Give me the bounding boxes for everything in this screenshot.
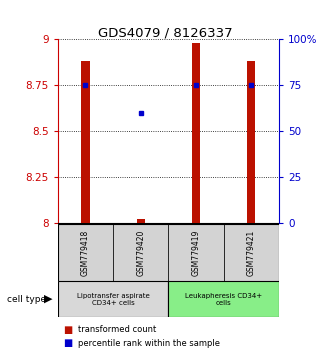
Text: GSM779421: GSM779421 bbox=[247, 229, 256, 276]
Text: ▶: ▶ bbox=[44, 294, 52, 304]
Text: Leukapheresis CD34+
cells: Leukapheresis CD34+ cells bbox=[185, 293, 262, 306]
Text: ■: ■ bbox=[63, 338, 72, 348]
Text: GSM779418: GSM779418 bbox=[81, 229, 90, 276]
Bar bbox=[58, 224, 113, 281]
Text: GSM779420: GSM779420 bbox=[136, 229, 145, 276]
Bar bbox=[58, 281, 168, 317]
Text: transformed count: transformed count bbox=[78, 325, 156, 335]
Bar bbox=[192, 42, 200, 223]
Text: percentile rank within the sample: percentile rank within the sample bbox=[78, 339, 219, 348]
Bar bbox=[247, 61, 255, 223]
Bar bbox=[168, 224, 223, 281]
Bar bbox=[81, 61, 89, 223]
Bar bbox=[113, 224, 168, 281]
Text: GSM779419: GSM779419 bbox=[191, 229, 200, 276]
Bar bbox=[137, 219, 145, 223]
Text: Lipotransfer aspirate
CD34+ cells: Lipotransfer aspirate CD34+ cells bbox=[77, 293, 149, 306]
Text: ■: ■ bbox=[63, 325, 72, 335]
Text: cell type: cell type bbox=[7, 295, 46, 304]
Bar bbox=[168, 281, 279, 317]
Text: GDS4079 / 8126337: GDS4079 / 8126337 bbox=[98, 27, 232, 40]
Bar bbox=[224, 224, 279, 281]
